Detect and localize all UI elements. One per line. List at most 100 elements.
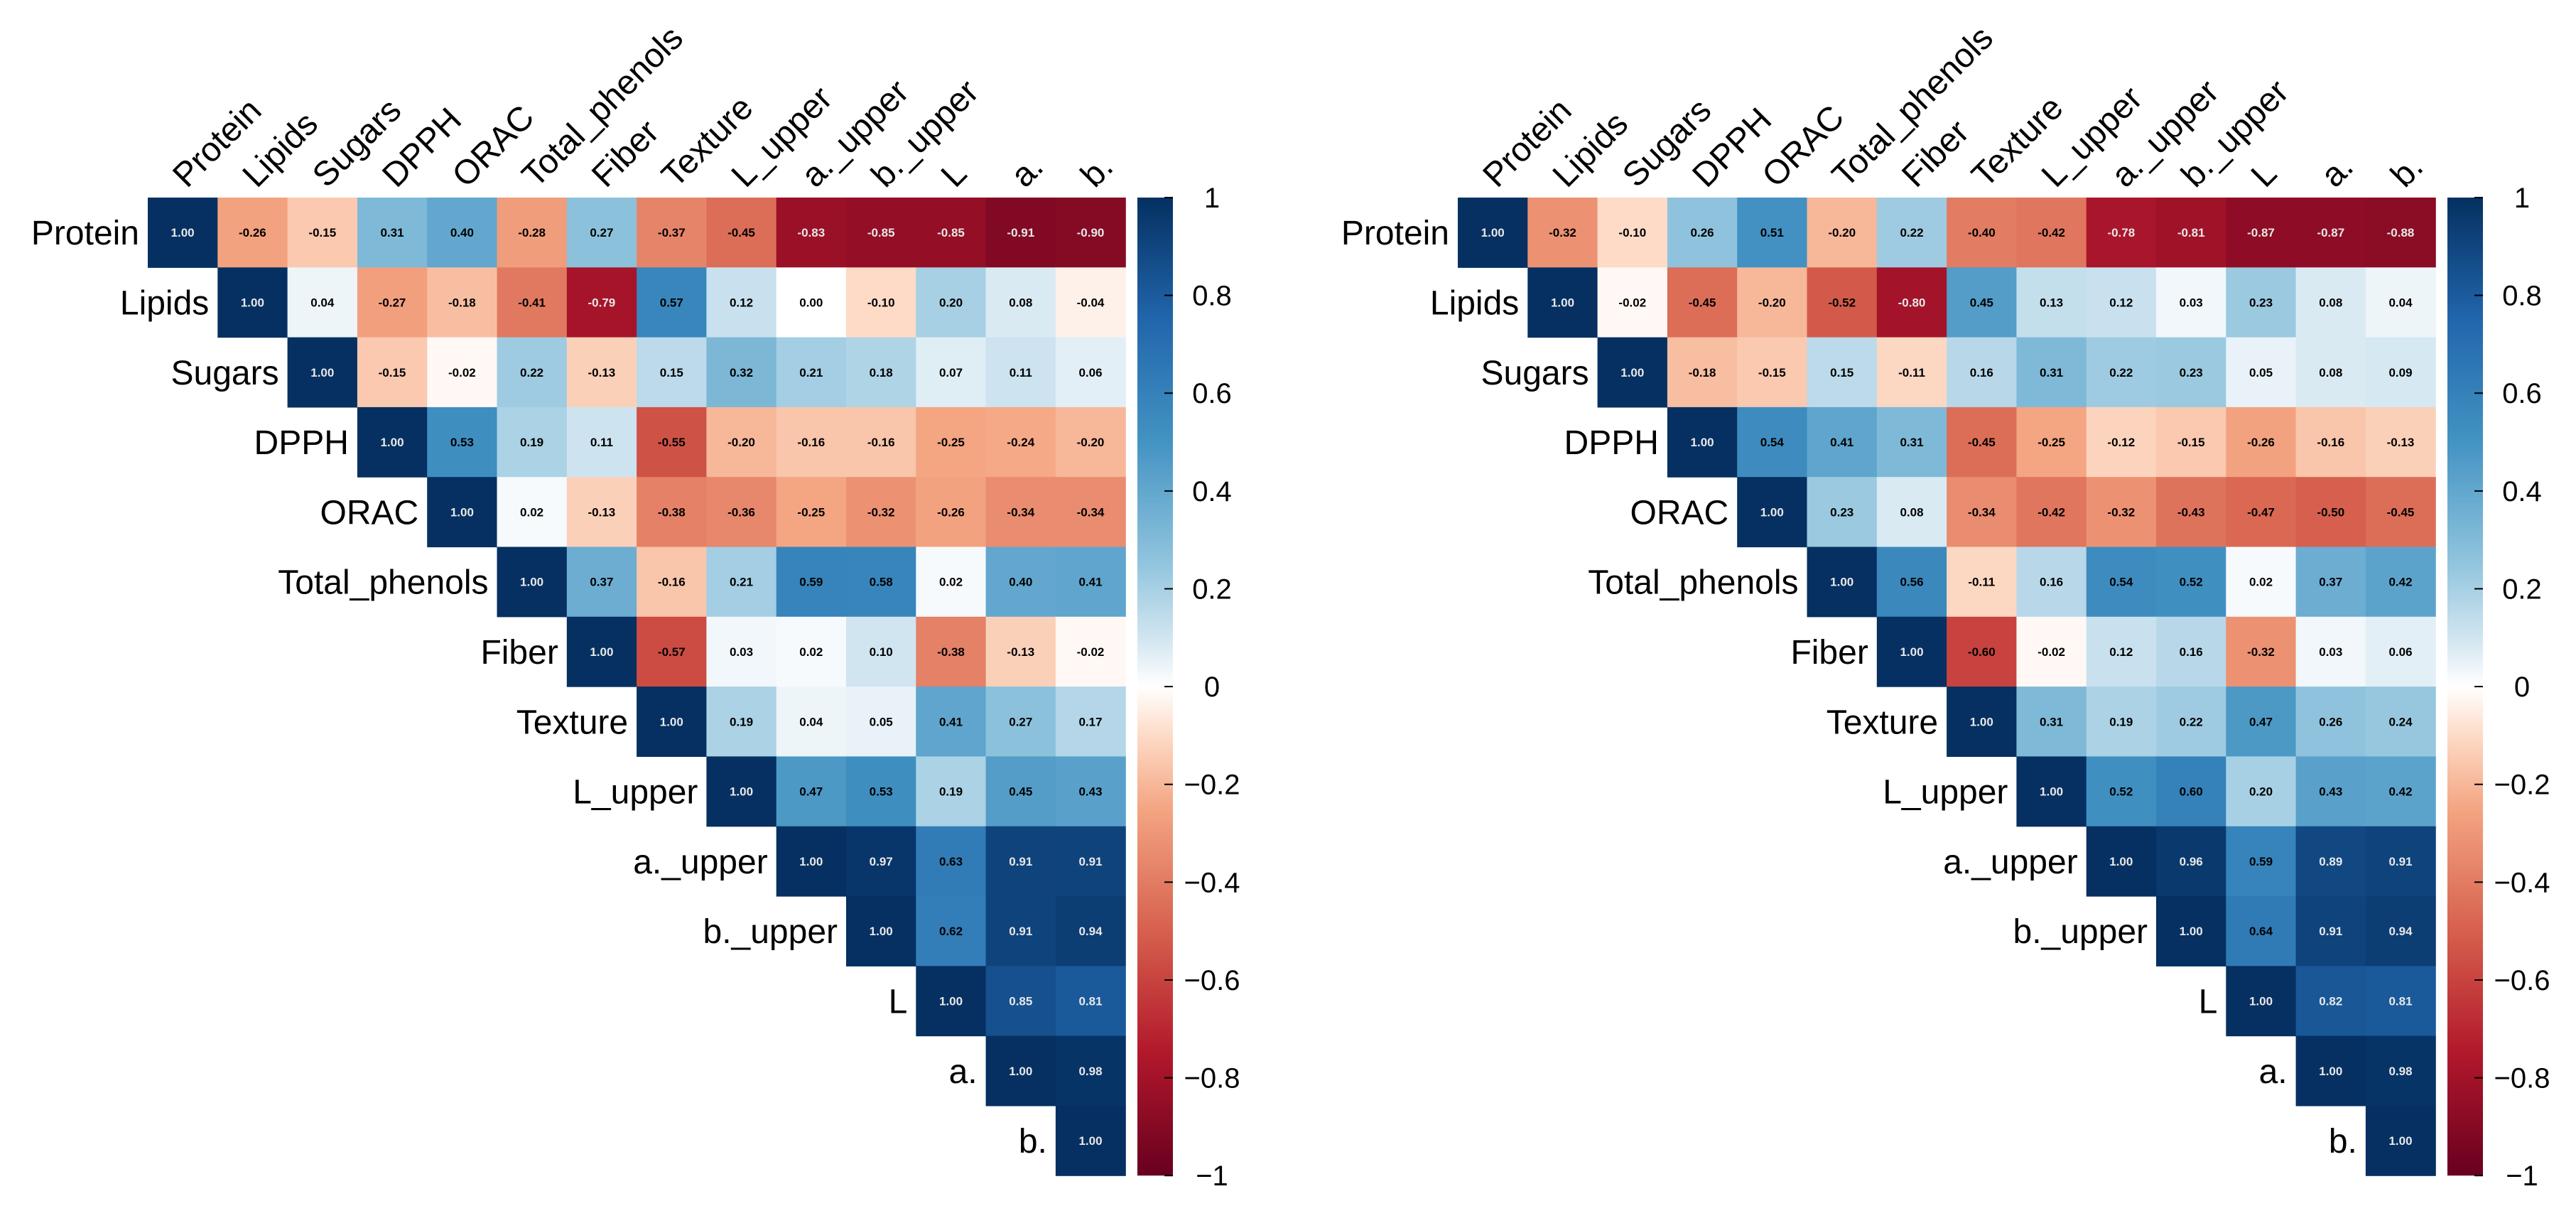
heatmap-cell <box>916 198 987 268</box>
heatmap-cell <box>637 267 707 338</box>
heatmap-cell <box>2226 198 2297 268</box>
cell-value-label: 0.53 <box>870 785 893 799</box>
cell-value-label: -0.26 <box>2247 436 2275 449</box>
cell-value-label: 1.00 <box>2319 1065 2342 1078</box>
heatmap-cell <box>2016 687 2087 757</box>
cell-value-label: -0.13 <box>588 505 616 519</box>
heatmap-cell <box>497 407 568 478</box>
heatmap-cell <box>1737 198 1808 268</box>
colorbar-tick-label: −0.6 <box>2494 965 2550 996</box>
colorbar-tick-label: 0 <box>1204 672 1220 703</box>
cell-value-label: 0.94 <box>1078 925 1103 938</box>
heatmap-cell <box>916 616 987 687</box>
heatmap-cell <box>2295 198 2366 268</box>
colorbar-tick-label: 1 <box>1204 183 1220 214</box>
cell-value-label: 0.51 <box>1760 226 1784 239</box>
heatmap-cell <box>1876 337 1947 408</box>
heatmap-cell <box>2365 198 2436 268</box>
heatmap-cell <box>2226 826 2297 897</box>
heatmap-cell <box>357 198 428 268</box>
cell-value-label: 0.57 <box>660 296 683 309</box>
heatmap-cell <box>706 407 777 478</box>
heatmap-cell <box>2086 267 2157 338</box>
cell-value-label: -0.34 <box>1968 505 1996 519</box>
colorbar-tick-label: 0.6 <box>2502 378 2542 409</box>
cell-value-label: -0.50 <box>2317 505 2344 519</box>
heatmap-cell <box>2016 267 2087 338</box>
cell-value-label: -0.45 <box>1968 436 1996 449</box>
heatmap-cell <box>2086 826 2157 897</box>
cell-value-label: -0.18 <box>448 296 476 309</box>
cell-value-label: 0.59 <box>2249 855 2273 868</box>
cell-value-label: -0.25 <box>797 505 825 519</box>
heatmap-cell <box>566 198 637 268</box>
row-label-texture: Texture <box>516 704 628 741</box>
cell-value-label: 0.08 <box>1009 296 1032 309</box>
heatmap-cell <box>706 547 777 618</box>
cell-value-label: 0.91 <box>2319 925 2342 938</box>
row-label-l-upper: L_upper <box>1883 774 2008 812</box>
cell-value-label: -0.41 <box>518 296 546 309</box>
cell-value-label: -0.79 <box>588 296 616 309</box>
cell-value-label: 0.20 <box>2249 785 2273 799</box>
heatmap-cell <box>1055 407 1126 478</box>
cell-value-label: -0.87 <box>2247 226 2275 239</box>
heatmap-cell <box>2295 756 2366 827</box>
cell-value-label: 0.96 <box>2180 855 2203 868</box>
heatmap-cell <box>637 477 707 548</box>
heatmap-cell <box>1055 267 1126 338</box>
heatmap-cell <box>2156 616 2226 687</box>
cell-value-label: 0.22 <box>2109 366 2133 379</box>
heatmap-cell <box>985 547 1056 618</box>
heatmap-cell <box>1807 337 1878 408</box>
heatmap-cell <box>1807 477 1878 548</box>
cell-value-label: 1.00 <box>2040 785 2063 799</box>
cell-value-label: 0.13 <box>2040 296 2063 309</box>
cell-value-label: 0.02 <box>799 645 823 659</box>
heatmap-cell <box>985 756 1056 827</box>
cell-value-label: 1.00 <box>520 576 543 589</box>
heatmap-cell <box>287 337 358 408</box>
colorbar-tick-label: 0.8 <box>1192 281 1232 312</box>
cell-value-label: 0.47 <box>799 785 823 799</box>
cell-value-label: 0.26 <box>1691 226 1714 239</box>
heatmap-cell <box>776 477 847 548</box>
heatmap-cell <box>566 267 637 338</box>
colorbar-tick-label: 0.4 <box>2502 476 2542 507</box>
cell-value-label: -0.13 <box>588 366 616 379</box>
cell-value-label: 0.16 <box>2040 576 2063 589</box>
heatmap-cell <box>1947 267 2017 338</box>
colorbar-tick-label: −0.8 <box>1184 1063 1240 1094</box>
cell-value-label: 0.04 <box>799 715 823 728</box>
row-label-l: L <box>2199 984 2218 1021</box>
cell-value-label: -0.45 <box>2387 505 2415 519</box>
cell-value-label: 1.00 <box>2388 1134 2412 1148</box>
heatmap-cell <box>2226 337 2297 408</box>
heatmap-cell <box>776 337 847 408</box>
heatmap-cell <box>2365 337 2436 408</box>
cell-value-label: 0.19 <box>730 715 753 728</box>
heatmap-cell <box>846 198 916 268</box>
correlation-panel-left: 1.00 -0.26 -0.15 0.31 0.40 -0.28 0.27 -0.37 -0.4… <box>31 19 1240 1192</box>
heatmap-cell <box>1876 477 1947 548</box>
heatmap-cell <box>2156 337 2226 408</box>
cell-value-label: 0.89 <box>2319 855 2342 868</box>
heatmap-cell <box>846 896 916 967</box>
cell-value-label: -0.38 <box>937 645 965 659</box>
heatmap-cell <box>1947 407 2017 478</box>
heatmap-cell <box>776 198 847 268</box>
heatmap-cell <box>2365 547 2436 618</box>
colorbar-tick-label: −1 <box>1196 1161 1228 1192</box>
cell-value-label: -0.52 <box>1828 296 1856 309</box>
cell-value-label: 0.21 <box>730 576 753 589</box>
cell-value-label: -0.42 <box>2037 505 2065 519</box>
heatmap-cell <box>2365 477 2436 548</box>
heatmap-cell <box>2295 267 2366 338</box>
cell-value-label: 0.08 <box>2319 296 2342 309</box>
heatmap-cell <box>985 198 1056 268</box>
cell-value-label: 1.00 <box>1620 366 1644 379</box>
cell-value-label: 0.21 <box>799 366 823 379</box>
row-label-b-upper: b._upper <box>2013 913 2148 951</box>
column-label-a: a. <box>1004 148 1051 195</box>
cell-value-label: 0.04 <box>2388 296 2413 309</box>
